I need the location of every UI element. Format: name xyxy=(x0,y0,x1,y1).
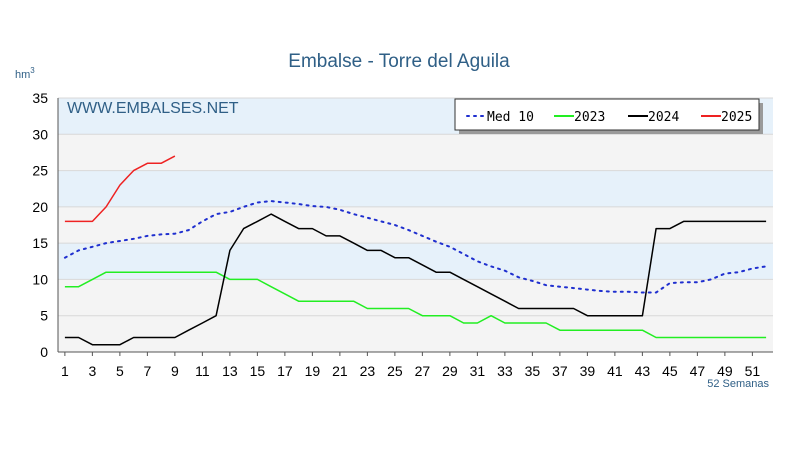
x-tick-15: 15 xyxy=(250,363,266,379)
y-tick-labels: 0 5 10 15 20 25 30 35 xyxy=(32,90,48,360)
y-tick-15: 15 xyxy=(32,235,48,251)
y-tick-30: 30 xyxy=(32,126,48,142)
x-tick-37: 37 xyxy=(552,363,568,379)
x-tick-45: 45 xyxy=(662,363,678,379)
legend: Med 10 2023 2024 2025 xyxy=(454,98,763,134)
plot-background xyxy=(58,98,773,352)
y-tick-0: 0 xyxy=(40,344,48,360)
band-1 xyxy=(58,170,773,207)
x-tick-31: 31 xyxy=(470,363,486,379)
x-tick-5: 5 xyxy=(116,363,124,379)
x-tick-25: 25 xyxy=(387,363,403,379)
watermark: WWW.EMBALSES.NET xyxy=(67,100,239,117)
legend-label-2: 2024 xyxy=(648,110,679,125)
x-tick-21: 21 xyxy=(332,363,348,379)
y-axis-unit: hm3 xyxy=(15,66,35,81)
x-tick-1: 1 xyxy=(61,363,69,379)
series-3-line xyxy=(64,155,176,223)
x-tick-41: 41 xyxy=(607,363,623,379)
x-tick-17: 17 xyxy=(277,363,293,379)
legend-label-1: 2023 xyxy=(574,110,605,125)
x-tick-47: 47 xyxy=(690,363,706,379)
x-tick-27: 27 xyxy=(415,363,431,379)
x-tick-23: 23 xyxy=(360,363,376,379)
x-tick-3: 3 xyxy=(88,363,96,379)
x-tick-49: 49 xyxy=(717,363,733,379)
legend-box xyxy=(454,98,760,131)
y-tick-25: 25 xyxy=(32,163,48,179)
x-tick-29: 29 xyxy=(442,363,458,379)
y-tick-10: 10 xyxy=(32,271,48,287)
x-tick-43: 43 xyxy=(635,363,651,379)
x-tick-13: 13 xyxy=(222,363,238,379)
y-axis-unit-sup: 3 xyxy=(30,66,35,75)
chart-title: Embalse - Torre del Aguila xyxy=(288,51,510,72)
y-tick-35: 35 xyxy=(32,90,48,106)
legend-label-0: Med 10 xyxy=(487,110,534,125)
x-axis-label: 52 Semanas xyxy=(707,378,769,390)
y-tick-5: 5 xyxy=(40,308,48,324)
x-tick-33: 33 xyxy=(497,363,513,379)
series-1-line xyxy=(64,271,767,339)
x-tick-35: 35 xyxy=(525,363,541,379)
x-tick-7: 7 xyxy=(143,363,151,379)
x-tick-11: 11 xyxy=(195,363,210,379)
y-axis-unit-base: hm xyxy=(15,69,30,81)
x-tick-51: 51 xyxy=(745,363,761,379)
legend-label-3: 2025 xyxy=(721,110,752,125)
x-tick-labels: 1 3 5 7 9 11 13 15 17 19 21 23 25 27 29 31 33 35 37 39 41 43 4… xyxy=(61,352,760,379)
x-tick-19: 19 xyxy=(305,363,321,379)
series-lines xyxy=(63,155,768,346)
series-0-line xyxy=(63,200,768,294)
x-tick-39: 39 xyxy=(580,363,596,379)
series-2-line xyxy=(64,213,767,346)
x-tick-9: 9 xyxy=(171,363,179,379)
y-tick-20: 20 xyxy=(32,199,48,215)
